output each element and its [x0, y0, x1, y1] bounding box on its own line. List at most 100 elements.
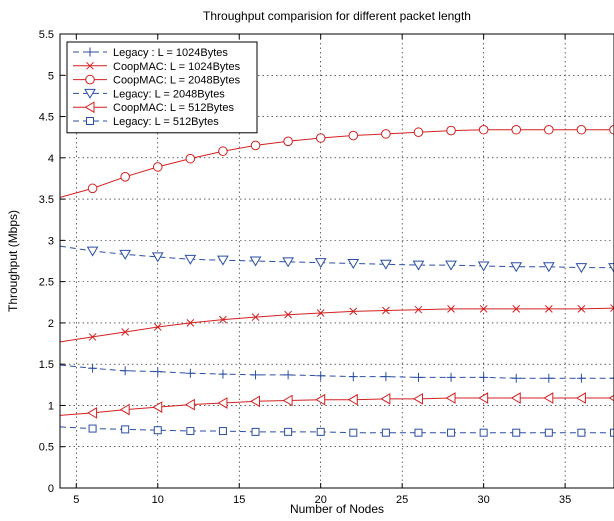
data-point — [348, 130, 359, 141]
data-point — [447, 305, 455, 313]
data-point — [88, 363, 98, 373]
data-point — [543, 392, 554, 404]
data-point — [414, 305, 423, 314]
data-point — [218, 146, 228, 157]
x-axis-label: Number of Nodes — [290, 502, 384, 516]
data-point — [217, 255, 229, 266]
data-point — [575, 263, 588, 274]
data-point — [284, 427, 293, 436]
legend-label: CoopMAC: L = 1024Bytes — [113, 61, 241, 73]
data-point — [185, 153, 196, 164]
data-point — [314, 258, 327, 269]
data-point — [121, 425, 130, 434]
data-point — [249, 256, 262, 267]
series-line — [60, 245, 614, 269]
data-point — [186, 319, 195, 327]
data-point — [119, 403, 130, 416]
data-point — [218, 369, 228, 379]
data-point — [510, 392, 521, 404]
data-point — [315, 393, 326, 406]
data-point — [85, 47, 95, 57]
x-tick-label: 20 — [315, 494, 327, 506]
x-tick-label: 5 — [73, 494, 79, 506]
data-point — [576, 373, 586, 383]
data-point — [610, 304, 614, 312]
legend-label: Legacy: L = 512Bytes — [113, 116, 219, 128]
data-point — [510, 262, 523, 273]
data-point — [152, 401, 163, 413]
data-point — [218, 427, 227, 436]
data-point — [413, 372, 423, 382]
data-point — [347, 258, 360, 269]
series-line — [60, 364, 614, 379]
data-point — [316, 309, 325, 317]
data-point — [478, 392, 489, 404]
data-point — [315, 133, 326, 143]
data-point — [151, 252, 164, 263]
y-tick-label: 1.5 — [39, 359, 54, 371]
y-tick-label: 0 — [48, 483, 54, 495]
x-tick-label: 35 — [559, 494, 571, 506]
data-point — [250, 395, 261, 408]
data-point — [511, 373, 521, 383]
data-point — [349, 307, 358, 316]
data-point — [120, 366, 130, 376]
data-point — [217, 397, 228, 409]
data-point — [316, 371, 326, 381]
data-point — [544, 373, 554, 383]
series-group — [60, 363, 614, 383]
data-point — [478, 124, 489, 135]
data-point — [609, 373, 614, 383]
data-point — [577, 305, 586, 313]
data-point — [381, 129, 391, 139]
x-tick-label: 25 — [396, 494, 408, 506]
series-group — [60, 124, 614, 198]
y-tick-label: 2.5 — [39, 277, 54, 289]
y-tick-label: 1 — [48, 400, 54, 412]
data-point — [85, 74, 95, 85]
data-point — [88, 333, 97, 341]
data-point — [542, 262, 555, 273]
data-point — [316, 427, 325, 436]
data-point — [382, 306, 390, 315]
y-tick-label: 5 — [48, 70, 54, 82]
data-point — [544, 428, 553, 437]
data-point — [413, 127, 424, 138]
data-point — [120, 172, 130, 182]
series-group — [60, 304, 614, 343]
data-point — [86, 117, 94, 125]
x-tick-label: 10 — [152, 494, 164, 506]
data-point — [608, 263, 614, 274]
y-tick-label: 3.5 — [39, 194, 54, 206]
series-group — [60, 392, 614, 419]
data-point — [445, 392, 456, 404]
series-line — [60, 397, 614, 416]
data-point — [577, 428, 586, 437]
data-point — [349, 428, 358, 437]
data-point — [283, 370, 293, 380]
y-tick-label: 4 — [48, 153, 54, 165]
data-point — [446, 372, 456, 382]
legend-label: Legacy : L = 1024Bytes — [113, 47, 228, 59]
data-point — [153, 426, 162, 435]
data-point — [87, 183, 98, 194]
data-point — [477, 261, 490, 272]
data-point — [610, 428, 614, 437]
data-point — [544, 124, 554, 135]
y-tick-label: 3 — [48, 235, 54, 247]
data-point — [380, 392, 391, 405]
data-point — [87, 407, 98, 419]
y-tick-label: 2 — [48, 318, 54, 330]
data-point — [479, 428, 488, 437]
series-line — [60, 129, 614, 198]
data-point — [512, 305, 521, 313]
data-point — [445, 260, 457, 271]
data-point — [88, 424, 97, 433]
y-tick-label: 0.5 — [39, 442, 54, 454]
data-point — [284, 310, 292, 319]
data-point — [282, 257, 294, 268]
data-point — [446, 125, 456, 136]
data-point — [511, 124, 522, 135]
data-point — [250, 140, 261, 151]
